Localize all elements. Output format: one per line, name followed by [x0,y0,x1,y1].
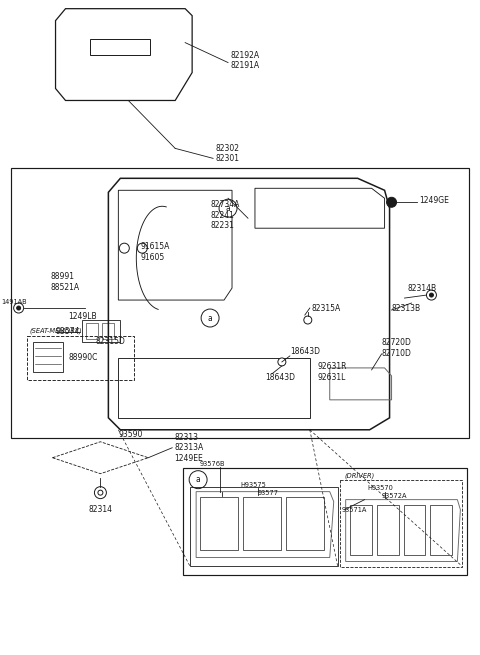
Text: 82302
82301: 82302 82301 [215,143,239,163]
Circle shape [219,199,237,217]
Circle shape [201,309,219,327]
Circle shape [430,293,433,297]
Text: 82720D
82710D: 82720D 82710D [382,338,411,358]
Text: a: a [196,475,201,484]
Bar [243,496,281,550]
Text: 93572A: 93572A [382,493,407,498]
Bar [431,504,452,555]
Text: H93570: H93570 [368,485,394,491]
Text: 91615A
91605: 91615A 91605 [140,242,169,262]
Text: 1249LB: 1249LB [69,312,97,320]
Text: 18643D: 18643D [265,373,295,383]
Text: 82734A
82241
82231: 82734A 82241 82231 [210,200,240,230]
Bar [350,504,372,555]
Bar [83,320,120,342]
Bar [377,504,398,555]
Text: 18643D: 18643D [290,347,320,356]
Text: 82314B: 82314B [408,284,437,293]
Bar [26,336,134,380]
Text: 88991
88521A: 88991 88521A [50,272,80,291]
Text: 1491AB: 1491AB [2,299,27,305]
Text: 82315D: 82315D [96,337,125,346]
Bar [190,487,338,567]
Bar [102,323,114,339]
Bar [11,168,469,438]
Text: H93575: H93575 [240,481,266,488]
Bar [86,323,98,339]
Text: a: a [226,204,230,213]
Text: 82314: 82314 [88,505,112,514]
Text: a: a [208,314,213,322]
Bar [33,342,62,372]
Text: 93577: 93577 [258,490,279,496]
Text: 82313B: 82313B [392,303,420,312]
Circle shape [278,358,286,366]
Text: 93574: 93574 [56,328,80,337]
Text: (DRIVER): (DRIVER) [345,472,375,479]
Circle shape [304,316,312,324]
Bar [286,496,324,550]
Bar [183,468,468,576]
Circle shape [386,197,396,207]
Bar [90,39,150,54]
Bar [200,496,238,550]
Circle shape [17,306,21,310]
Text: 88990C: 88990C [69,354,98,362]
Text: 93590: 93590 [119,430,143,440]
Circle shape [189,471,207,489]
Text: 82315A: 82315A [312,303,341,312]
Text: 93571A: 93571A [342,506,367,513]
Text: 92631R
92631L: 92631R 92631L [318,362,347,382]
Text: 93576B: 93576B [200,460,226,467]
Text: (SEAT-MEMORY): (SEAT-MEMORY) [30,328,82,334]
Bar [404,504,425,555]
Text: 1249GE: 1249GE [420,196,449,205]
Text: 82192A
82191A: 82192A 82191A [230,51,259,70]
Bar [340,479,462,567]
Text: 82313
82313A
1249EE: 82313 82313A 1249EE [174,433,204,462]
